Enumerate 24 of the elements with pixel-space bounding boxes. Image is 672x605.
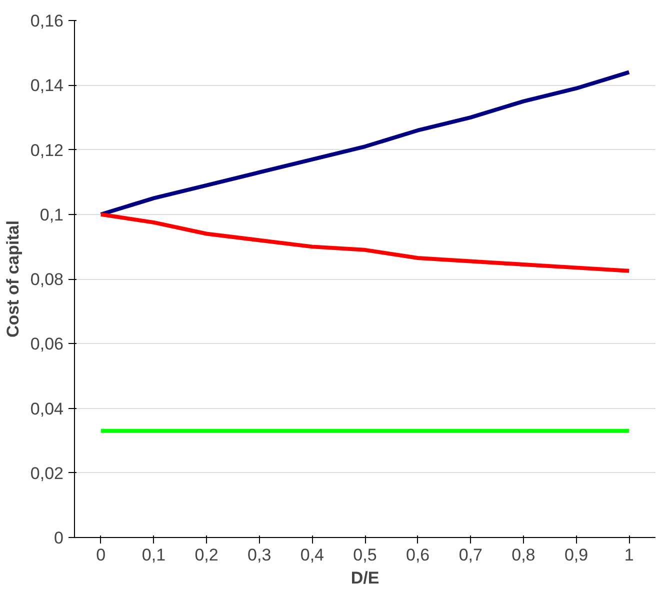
y-tick-label: 0,1: [40, 205, 64, 224]
y-tick-label: 0,04: [30, 399, 64, 418]
x-tick-label: 0,4: [300, 546, 324, 564]
x-axis-title: D/E: [350, 568, 380, 588]
x-tick-label: 0,6: [406, 546, 430, 564]
x-tick-label: 0,3: [248, 546, 272, 564]
y-tick-label: 0,08: [30, 270, 64, 289]
line-series: [98, 70, 632, 216]
x-tick-label: 1: [624, 546, 634, 564]
x-tick-label: 0,1: [142, 546, 166, 564]
x-tick-label: 0,9: [564, 546, 588, 564]
y-tick-label: 0: [54, 528, 64, 548]
x-tick-label: 0,5: [353, 546, 377, 564]
x-tick-label: 0: [96, 546, 106, 564]
y-tick-label: 0,12: [30, 140, 64, 160]
x-tick-label: 0,2: [194, 546, 218, 564]
y-tick-label: 0,14: [30, 76, 64, 96]
y-tick-label: 0,06: [30, 334, 64, 354]
x-tick-label: 0,7: [458, 546, 482, 564]
y-tick-label: 0,02: [30, 464, 64, 483]
line-series: [98, 212, 632, 273]
y-axis-title: Cost of capital: [3, 220, 22, 338]
x-tick-label: 0,8: [512, 546, 536, 564]
y-tick-label: 0,16: [30, 12, 64, 30]
